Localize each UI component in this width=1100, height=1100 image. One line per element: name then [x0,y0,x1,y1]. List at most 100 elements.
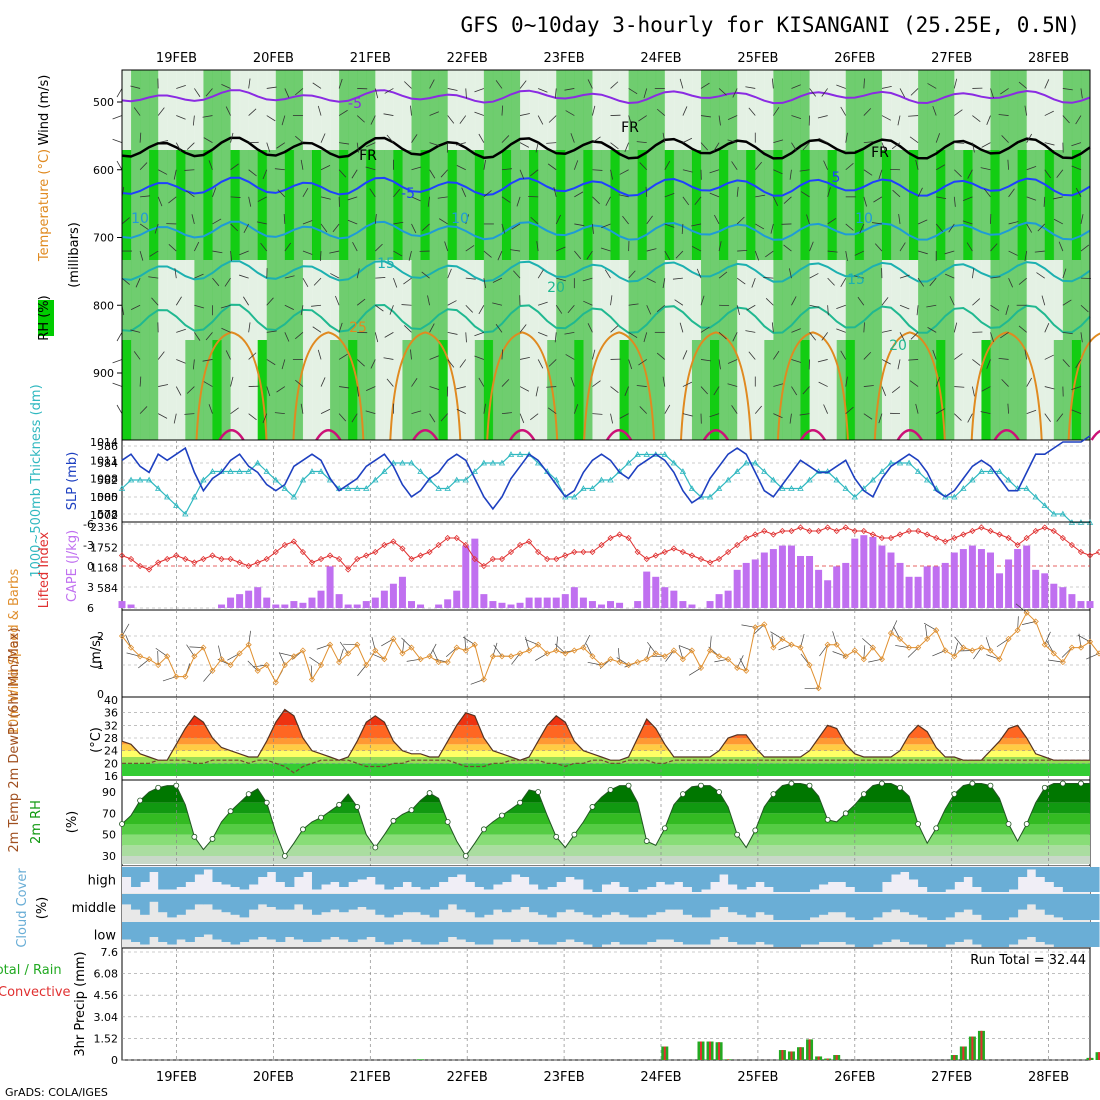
wind-barb-10m [1077,634,1091,643]
wind-barb [935,133,941,143]
wind-barb [429,355,440,360]
wind-barb [1008,188,1015,198]
cape-bar [688,604,696,608]
cloud-cell [1062,894,1073,920]
wind-barb [954,109,963,116]
thickness-point [969,476,976,483]
li-point [815,527,822,535]
temp-line [121,708,1090,761]
cloud-cell [203,922,213,935]
wind-barb [112,359,123,364]
rh2m-point [933,825,940,832]
cloud-cell [700,922,711,945]
cape-bar [787,545,795,608]
cloud-cell [927,894,937,920]
cloud-cell [321,867,331,885]
wind-barb [186,142,195,150]
wind-barb [176,84,186,89]
cloud-cell [131,922,141,942]
wind-barb [770,223,774,234]
wind-barb [205,332,213,341]
wind-barb [266,142,271,153]
wind-barb [474,88,485,93]
wind-speed-point [254,667,261,674]
wind-barb [536,241,539,252]
thickness-point [1032,493,1039,500]
rh-cell [610,70,621,150]
cloud-cell [321,922,331,940]
rh-cell [420,260,431,340]
cape-bar [308,597,316,608]
wind-barb [116,404,123,414]
date-label-top: 23FEB [544,51,585,66]
rh2m-point [227,808,234,815]
rh-cell [818,70,829,150]
rh-cell [402,150,412,260]
rh-cell [321,340,331,440]
wind-barb [573,404,579,414]
rh-cell [827,70,838,150]
rh-cell [284,340,295,440]
wind-barb [537,115,544,125]
rh-cell [194,260,204,340]
wind-barb [998,114,1009,116]
wind-barb [737,249,748,252]
cloud-cell [601,894,612,915]
li-axis-title: Lifted Index [37,531,52,608]
rh-cell [393,340,403,440]
rh-cell [863,70,874,150]
wind-speed-point [263,661,270,669]
wind-barb [863,413,873,420]
wind-barb [601,223,611,229]
cape-bar [634,601,642,608]
cloud-cell [909,922,919,945]
wind-barb [519,113,530,116]
rh-cell [1017,70,1028,150]
rh-cell [330,70,340,150]
cape-bar [471,538,479,608]
rh-cell [628,260,639,340]
rh-cell [547,260,557,340]
thickness-point [281,485,289,491]
rh-cell [122,70,132,150]
wind-speed-point [1095,650,1100,657]
rh-cell [275,340,286,440]
cloud-cell [284,894,295,910]
rh-cell [719,340,729,440]
wind-barb [556,246,566,252]
cloud-cell [149,894,159,902]
date-label-top: 19FEB [156,51,197,66]
thickness-point [290,493,298,500]
rh2m-point [679,791,686,798]
cloud-level-label: high [88,874,116,889]
wind-barb [262,169,268,180]
wind-barb-10m [1061,647,1073,658]
wind-speed-point [896,635,904,642]
wind-barb [281,359,286,370]
wind-barb [682,137,693,144]
cape-bar [797,555,805,608]
wind-barb [643,88,648,99]
rh-cell [1080,260,1091,340]
rh-cell [1044,260,1055,340]
wind-barb [910,88,919,96]
rh-cell [918,340,928,440]
wind-speed-point [1077,644,1085,651]
cloud-cell [836,867,847,882]
wind-barb [192,359,195,370]
rh-cell [691,150,702,260]
rh-cell [511,340,521,440]
wind-speed-point [164,653,171,660]
cloud-cell [646,922,657,942]
cape-bar [317,590,325,608]
rh-cell [710,260,720,340]
li-point [770,531,777,538]
wind-barb [1018,81,1027,89]
rh-cell [1044,340,1055,440]
wind-barb [763,277,774,279]
rh-cell [384,70,394,150]
cloud-cell [900,922,910,942]
wind-barb [980,411,991,415]
wind-speed-point [860,656,867,663]
wind-speed-point [598,661,605,669]
